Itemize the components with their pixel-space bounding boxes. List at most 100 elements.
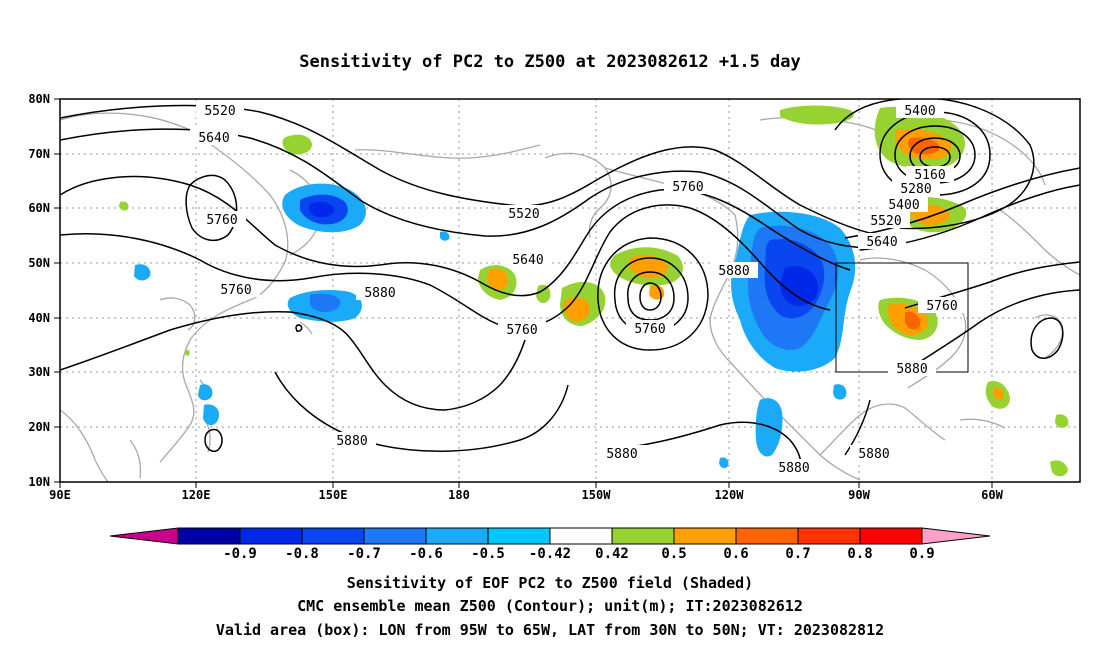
- svg-text:5760: 5760: [506, 323, 537, 338]
- colorbar-cell: [301, 527, 365, 545]
- map-panel: 5520 5640 5760 5760 5520 5640 5880 5760 …: [28, 92, 1081, 502]
- colorbar-cell: [735, 527, 799, 545]
- contour-label: 5640: [190, 129, 238, 146]
- contour-label: 5640: [858, 233, 906, 250]
- contour-label: 5520: [500, 205, 548, 222]
- contour-label: 5760: [626, 320, 674, 337]
- lon-label: 180: [448, 488, 470, 502]
- contour-label: 5880: [888, 360, 936, 377]
- lat-label: 50N: [28, 256, 50, 270]
- svg-text:5640: 5640: [866, 235, 897, 250]
- contour-label: 5880: [598, 445, 646, 462]
- lon-label: 120W: [715, 488, 745, 502]
- contour-label: 5880: [356, 284, 404, 301]
- colorbar-cell: [239, 527, 303, 545]
- caption: Sensitivity of EOF PC2 to Z500 field (Sh…: [216, 574, 884, 639]
- negative-sensitivity-shading: [134, 183, 856, 469]
- lat-label: 70N: [28, 147, 50, 161]
- colorbar-tick-label: -0.5: [471, 546, 505, 562]
- contour-labels: 5520 5640 5760 5760 5520 5640 5880 5760 …: [190, 102, 966, 476]
- colorbar-cell: [425, 527, 489, 545]
- svg-text:5160: 5160: [914, 168, 945, 183]
- svg-text:5520: 5520: [204, 104, 235, 119]
- contour-label: 5400: [896, 102, 944, 119]
- lon-label: 90E: [49, 488, 71, 502]
- svg-text:5880: 5880: [858, 447, 889, 462]
- colorbar-cell: [177, 527, 241, 545]
- svg-text:5520: 5520: [508, 207, 539, 222]
- caption-line-2: CMC ensemble mean Z500 (Contour); unit(m…: [297, 597, 803, 615]
- svg-text:5760: 5760: [634, 322, 665, 337]
- svg-text:5760: 5760: [220, 283, 251, 298]
- svg-text:5880: 5880: [364, 286, 395, 301]
- lat-label: 80N: [28, 92, 50, 106]
- caption-line-1: Sensitivity of EOF PC2 to Z500 field (Sh…: [347, 574, 753, 592]
- svg-text:5520: 5520: [870, 214, 901, 229]
- colorbar-tick-label: -0.9: [223, 546, 257, 562]
- colorbar-tick-label: 0.5: [661, 546, 686, 562]
- latitude-labels: 80N 70N 60N 50N 40N 30N 20N 10N: [28, 92, 50, 489]
- colorbar-tick-label: -0.7: [347, 546, 381, 562]
- colorbar-tick-label: 0.42: [595, 546, 629, 562]
- contour-label: 5880: [770, 459, 818, 476]
- svg-text:5760: 5760: [926, 299, 957, 314]
- gridlines: [60, 99, 1080, 482]
- colorbar-tick-label: -0.42: [529, 546, 571, 562]
- colorbar-ticks: -0.9 -0.8 -0.7 -0.6 -0.5 -0.42 0.42 0.5 0.6 0.7 0.…: [223, 546, 935, 562]
- colorbar-cell: [797, 527, 861, 545]
- colorbar-cell: [611, 527, 675, 545]
- contour-label: 5760: [212, 281, 260, 298]
- lon-label: 150E: [319, 488, 348, 502]
- z500-contours: [60, 99, 1080, 471]
- colorbar-cell: [487, 527, 551, 545]
- colorbar-cell: [549, 527, 613, 545]
- svg-text:5640: 5640: [198, 131, 229, 146]
- lon-label: 120E: [182, 488, 211, 502]
- colorbar-tick-label: 0.6: [723, 546, 748, 562]
- colorbar-tick-label: 0.8: [847, 546, 872, 562]
- contour-label: 5760: [918, 297, 966, 314]
- svg-text:5880: 5880: [718, 264, 749, 279]
- contour-label: 5880: [328, 432, 376, 449]
- colorbar-left-end: [109, 527, 179, 545]
- colorbar-tick-label: 0.7: [785, 546, 810, 562]
- contour-label: 5760: [198, 211, 246, 228]
- colorbar-tick-label: -0.6: [409, 546, 443, 562]
- colorbar-cells: [177, 527, 923, 545]
- svg-text:5880: 5880: [606, 447, 637, 462]
- contour-label: 5760: [498, 321, 546, 338]
- lat-label: 40N: [28, 311, 50, 325]
- lon-label: 60W: [981, 488, 1003, 502]
- contour-label: 5520: [862, 212, 910, 229]
- lon-label: 150W: [582, 488, 612, 502]
- colorbar: -0.9 -0.8 -0.7 -0.6 -0.5 -0.42 0.42 0.5 0.6 0.7 0.…: [109, 527, 991, 562]
- lat-label: 20N: [28, 420, 50, 434]
- contour-label: 5160: [906, 166, 954, 183]
- svg-text:5760: 5760: [206, 213, 237, 228]
- lat-label: 30N: [28, 365, 50, 379]
- colorbar-right-end: [921, 527, 991, 545]
- svg-text:5400: 5400: [904, 104, 935, 119]
- contour-label: 5640: [504, 251, 552, 268]
- svg-text:5640: 5640: [512, 253, 543, 268]
- svg-text:5280: 5280: [900, 182, 931, 197]
- lat-label: 10N: [28, 475, 50, 489]
- contour-label: 5520: [196, 102, 244, 119]
- colorbar-cell: [363, 527, 427, 545]
- svg-text:5880: 5880: [336, 434, 367, 449]
- colorbar-cell: [673, 527, 737, 545]
- svg-text:5400: 5400: [888, 198, 919, 213]
- lat-label: 60N: [28, 201, 50, 215]
- svg-text:5760: 5760: [672, 180, 703, 195]
- caption-line-3: Valid area (box): LON from 95W to 65W, L…: [216, 621, 884, 639]
- contour-label: 5400: [880, 196, 928, 213]
- colorbar-tick-label: 0.9: [909, 546, 934, 562]
- colorbar-tick-label: -0.8: [285, 546, 319, 562]
- longitude-labels: 90E 120E 150E 180 150W 120W 90W 60W: [49, 488, 1003, 502]
- figure-title: Sensitivity of PC2 to Z500 at 2023082612…: [299, 52, 801, 72]
- contour-label: 5880: [850, 445, 898, 462]
- svg-text:5880: 5880: [896, 362, 927, 377]
- colorbar-cell: [859, 527, 923, 545]
- contour-label: 5760: [664, 178, 712, 195]
